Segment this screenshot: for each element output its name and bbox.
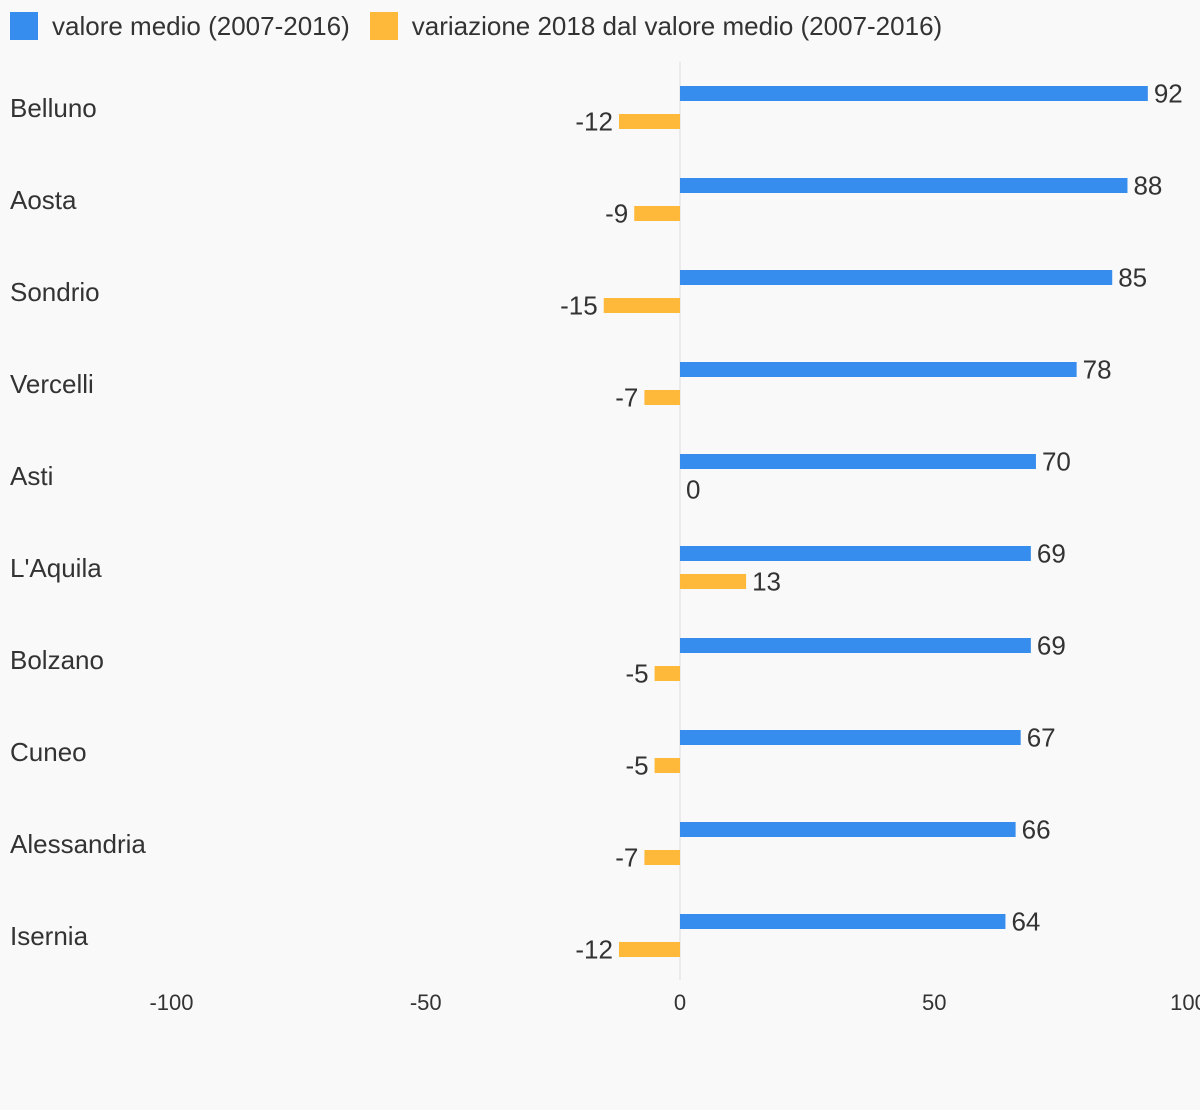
bar-variazione-isernia[interactable] — [618, 942, 680, 957]
value-label-valore-medio-alessandria: 66 — [1022, 815, 1051, 845]
value-label-variazione-cuneo: -5 — [625, 751, 648, 781]
value-label-valore-medio-aosta: 88 — [1133, 171, 1162, 201]
bar-valore-medio-isernia[interactable] — [680, 914, 1006, 929]
bar-valore-medio-bolzano[interactable] — [680, 638, 1031, 653]
category-label-bolzano: Bolzano — [10, 645, 104, 675]
legend-swatch-variazione — [369, 12, 398, 40]
bar-valore-medio-vercelli[interactable] — [680, 362, 1077, 377]
category-label-vercelli: Vercelli — [10, 369, 94, 399]
value-label-valore-medio-isernia: 64 — [1011, 907, 1040, 937]
bar-valore-medio-belluno[interactable] — [680, 86, 1148, 101]
bar-variazione-belluno[interactable] — [618, 114, 680, 129]
x-axis-ticks: -100 -50 0 50 100 — [149, 990, 1200, 1015]
category-label-cuneo: Cuneo — [10, 737, 87, 767]
value-label-valore-medio-vercelli: 78 — [1083, 355, 1112, 385]
legend-item-valore-medio[interactable]: valore medio (2007-2016) — [10, 11, 350, 42]
legend-label-variazione: variazione 2018 dal valore medio (2007-2… — [411, 10, 943, 41]
category-label-asti: Asti — [10, 461, 53, 491]
category-label-l-aquila: L'Aquila — [10, 553, 102, 583]
bar-variazione-aosta[interactable] — [634, 206, 680, 221]
bar-variazione-bolzano[interactable] — [654, 666, 680, 681]
bars-group: 92 -12 88 -9 85 -15 78 -7 70 0 69 13 69 -5 67 -5 66 -7 64 -… — [560, 79, 1183, 965]
bar-valore-medio-sondrio[interactable] — [680, 270, 1113, 285]
bar-valore-medio-asti[interactable] — [680, 454, 1036, 469]
bar-variazione-vercelli[interactable] — [644, 390, 680, 405]
value-label-variazione-vercelli: -7 — [615, 383, 638, 413]
value-label-valore-medio-sondrio: 85 — [1118, 263, 1147, 293]
bar-variazione-sondrio[interactable] — [603, 298, 680, 313]
bar-valore-medio-aosta[interactable] — [680, 178, 1128, 193]
bar-valore-medio-cuneo[interactable] — [680, 730, 1021, 745]
value-label-valore-medio-asti: 70 — [1042, 447, 1071, 477]
value-label-variazione-l-aquila: 13 — [752, 567, 781, 597]
legend-item-variazione[interactable]: variazione 2018 dal valore medio (2007-2… — [369, 10, 943, 42]
bar-valore-medio-alessandria[interactable] — [680, 822, 1016, 837]
bar-valore-medio-l-aquila[interactable] — [680, 546, 1031, 561]
bar-variazione-alessandria[interactable] — [644, 850, 680, 865]
value-label-variazione-asti: 0 — [686, 475, 700, 505]
x-tick-label: -50 — [410, 990, 442, 1015]
category-label-isernia: Isernia — [10, 921, 89, 951]
value-label-valore-medio-cuneo: 67 — [1027, 723, 1056, 753]
value-label-valore-medio-l-aquila: 69 — [1037, 539, 1066, 569]
legend-label-valore-medio: valore medio (2007-2016) — [52, 10, 350, 41]
value-label-variazione-isernia: -12 — [575, 935, 613, 965]
bar-variazione-cuneo[interactable] — [654, 758, 680, 773]
value-label-variazione-alessandria: -7 — [615, 843, 638, 873]
value-label-valore-medio-bolzano: 69 — [1037, 631, 1066, 661]
bar-variazione-l-aquila[interactable] — [680, 574, 747, 589]
value-label-variazione-bolzano: -5 — [625, 659, 648, 689]
value-label-variazione-belluno: -12 — [575, 107, 613, 137]
category-label-sondrio: Sondrio — [10, 277, 100, 307]
x-tick-label: 100 — [1170, 990, 1200, 1015]
value-label-variazione-aosta: -9 — [605, 199, 628, 229]
x-tick-label: 0 — [674, 990, 686, 1015]
legend-swatch-valore-medio — [10, 12, 38, 40]
x-tick-label: -100 — [149, 990, 193, 1015]
category-label-belluno: Belluno — [10, 93, 97, 123]
category-label-aosta: Aosta — [10, 185, 77, 215]
x-tick-label: 50 — [922, 990, 946, 1015]
category-label-alessandria: Alessandria — [10, 829, 146, 859]
category-labels: Belluno Aosta Sondrio Vercelli Asti L'Aquila B… — [10, 93, 146, 951]
value-label-valore-medio-belluno: 92 — [1154, 79, 1183, 109]
legend: valore medio (2007-2016) variazione 2018… — [10, 8, 962, 44]
value-label-variazione-sondrio: -15 — [560, 291, 598, 321]
